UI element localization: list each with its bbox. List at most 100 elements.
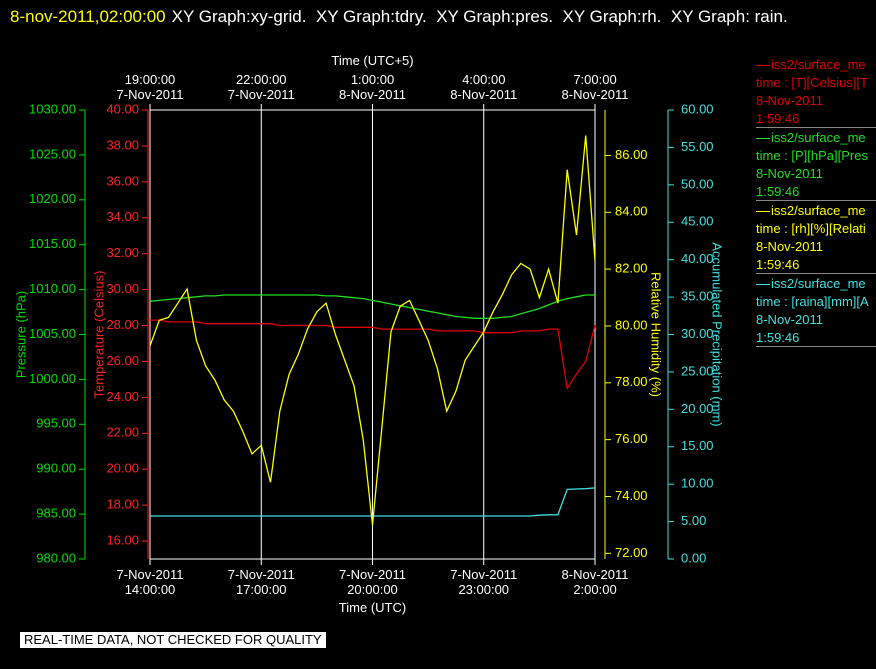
quality-note: REAL-TIME DATA, NOT CHECKED FOR QUALITY [20,632,326,648]
y-tick-label: 35.00 [681,289,714,304]
y-tick-label: 86.00 [615,147,648,162]
y-tick-label: 1020.00 [29,191,76,206]
title: 8-nov-2011,02:00:00 XY Graph:xy-grid. XY … [10,3,870,31]
series-line [149,294,595,319]
legend-time: 1:59:46 [756,257,800,272]
y-tick-label: 24.00 [106,389,139,404]
legend-row: iss2/surface_me [756,129,876,147]
y-axis-title: Temperature (Celsius) [91,271,106,399]
legend-name: iss2/surface_me [771,57,866,72]
y-tick-label: 25.00 [681,363,714,378]
legend-swatch [756,211,770,213]
legend-date: 8-Nov-2011 [756,166,823,181]
y-axis-title: Accumulated Precipitation (mm) [710,242,725,426]
y-tick-label: 28.00 [106,317,139,332]
y-tick-label: 45.00 [681,214,714,229]
legend-variable: time : [rh][%][Relati [756,221,866,236]
legend-swatch [756,284,770,286]
y-tick-label: 80.00 [615,317,648,332]
y-tick-label: 20.00 [106,461,139,476]
y-tick-label: 32.00 [106,245,139,260]
x-tick-label: 7-Nov-2011 17:00:00 [227,567,295,597]
y-tick-label: 34.00 [106,209,139,224]
y-tick-label: 0.00 [681,550,706,565]
x2-tick-label: 22:00:00 7-Nov-2011 [227,72,295,102]
y-tick-label: 50.00 [681,176,714,191]
y-tick-label: 40.00 [106,101,139,116]
legend-name: iss2/surface_me [771,130,866,145]
y-tick-label: 5.00 [681,513,706,528]
y-tick-label: 72.00 [615,545,648,560]
legend-date: 8-Nov-2011 [756,93,823,108]
y-tick-label: 990.00 [36,461,76,476]
y-tick-label: 55.00 [681,139,714,154]
y-tick-label: 985.00 [36,506,76,521]
y-tick-label: 1005.00 [29,326,76,341]
y-tick-label: 74.00 [615,488,648,503]
series-line [149,135,596,525]
y-tick-label: 16.00 [106,532,139,547]
legend-variable: time : [T][Celsius][T [756,75,868,90]
y-tick-label: 15.00 [681,438,714,453]
series-line [150,319,596,391]
y-tick-label: 995.00 [36,416,76,431]
legend-variable: time : [P][hPa][Pres [756,148,868,163]
y-tick-label: 82.00 [615,261,648,276]
x2-tick-label: 4:00:00 8-Nov-2011 [450,72,518,102]
y-tick-label: 18.00 [106,497,139,512]
y-tick-label: 980.00 [36,550,76,565]
x2-tick-label: 1:00:00 8-Nov-2011 [339,72,406,102]
legend-time: 1:59:46 [756,184,800,199]
legend-time: 1:59:46 [756,330,800,345]
y-axis-title: Pressure (hPa) [13,291,28,378]
legend-date: 8-Nov-2011 [756,312,823,327]
legend-date: 8-Nov-2011 [756,239,823,254]
series-line [150,487,596,517]
y-tick-label: 76.00 [615,431,648,446]
y-tick-label: 84.00 [615,204,648,219]
y-tick-label: 36.00 [106,173,139,188]
legend-swatch [756,138,770,140]
y-tick-label: 10.00 [681,476,714,491]
x-tick-label: 7-Nov-2011 14:00:00 [116,567,184,597]
y-tick-label: 1000.00 [29,371,76,386]
x-tick-label: 8-Nov-2011 2:00:00 [561,567,629,597]
y-tick-label: 1010.00 [29,281,76,296]
x-tick-label: 7-Nov-2011 23:00:00 [450,567,518,597]
y-tick-label: 1030.00 [29,101,76,116]
legend-name: iss2/surface_me [771,203,866,218]
y-tick-label: 38.00 [106,137,139,152]
x2-tick-label: 19:00:00 7-Nov-2011 [116,72,184,102]
legend-variable: time : [raina][mm][A [756,294,869,309]
y-tick-label: 30.00 [106,281,139,296]
title-text: XY Graph:xy-grid. XY Graph:tdry. XY Grap… [171,7,788,26]
legend-time: 1:59:46 [756,111,800,126]
y-tick-label: 1025.00 [29,146,76,161]
x2-tick-label: 7:00:00 8-Nov-2011 [561,72,629,102]
legend-row: iss2/surface_me [756,202,876,220]
legend-row: iss2/surface_me [756,275,876,293]
x2-axis-title: Time (UTC+5) [331,53,414,68]
legend-row: iss2/surface_me [756,56,876,74]
x-tick-label: 7-Nov-2011 20:00:00 [339,567,406,597]
legend-swatch [756,65,770,67]
legend: iss2/surface_me time : [T][Celsius][T 8-No… [756,55,876,347]
y-tick-label: 78.00 [615,374,648,389]
y-tick-label: 60.00 [681,101,714,116]
y-tick-label: 22.00 [106,425,139,440]
y-tick-label: 26.00 [106,353,139,368]
y-tick-label: 30.00 [681,326,714,341]
y-tick-label: 1015.00 [29,236,76,251]
y-tick-label: 20.00 [681,401,714,416]
y-tick-label: 40.00 [681,251,714,266]
x-axis-title: Time (UTC) [338,600,407,615]
y-axis-title: Relative Humidity (%) [649,272,664,397]
title-time: 8-nov-2011,02:00:00 [10,7,166,26]
legend-name: iss2/surface_me [771,276,866,291]
